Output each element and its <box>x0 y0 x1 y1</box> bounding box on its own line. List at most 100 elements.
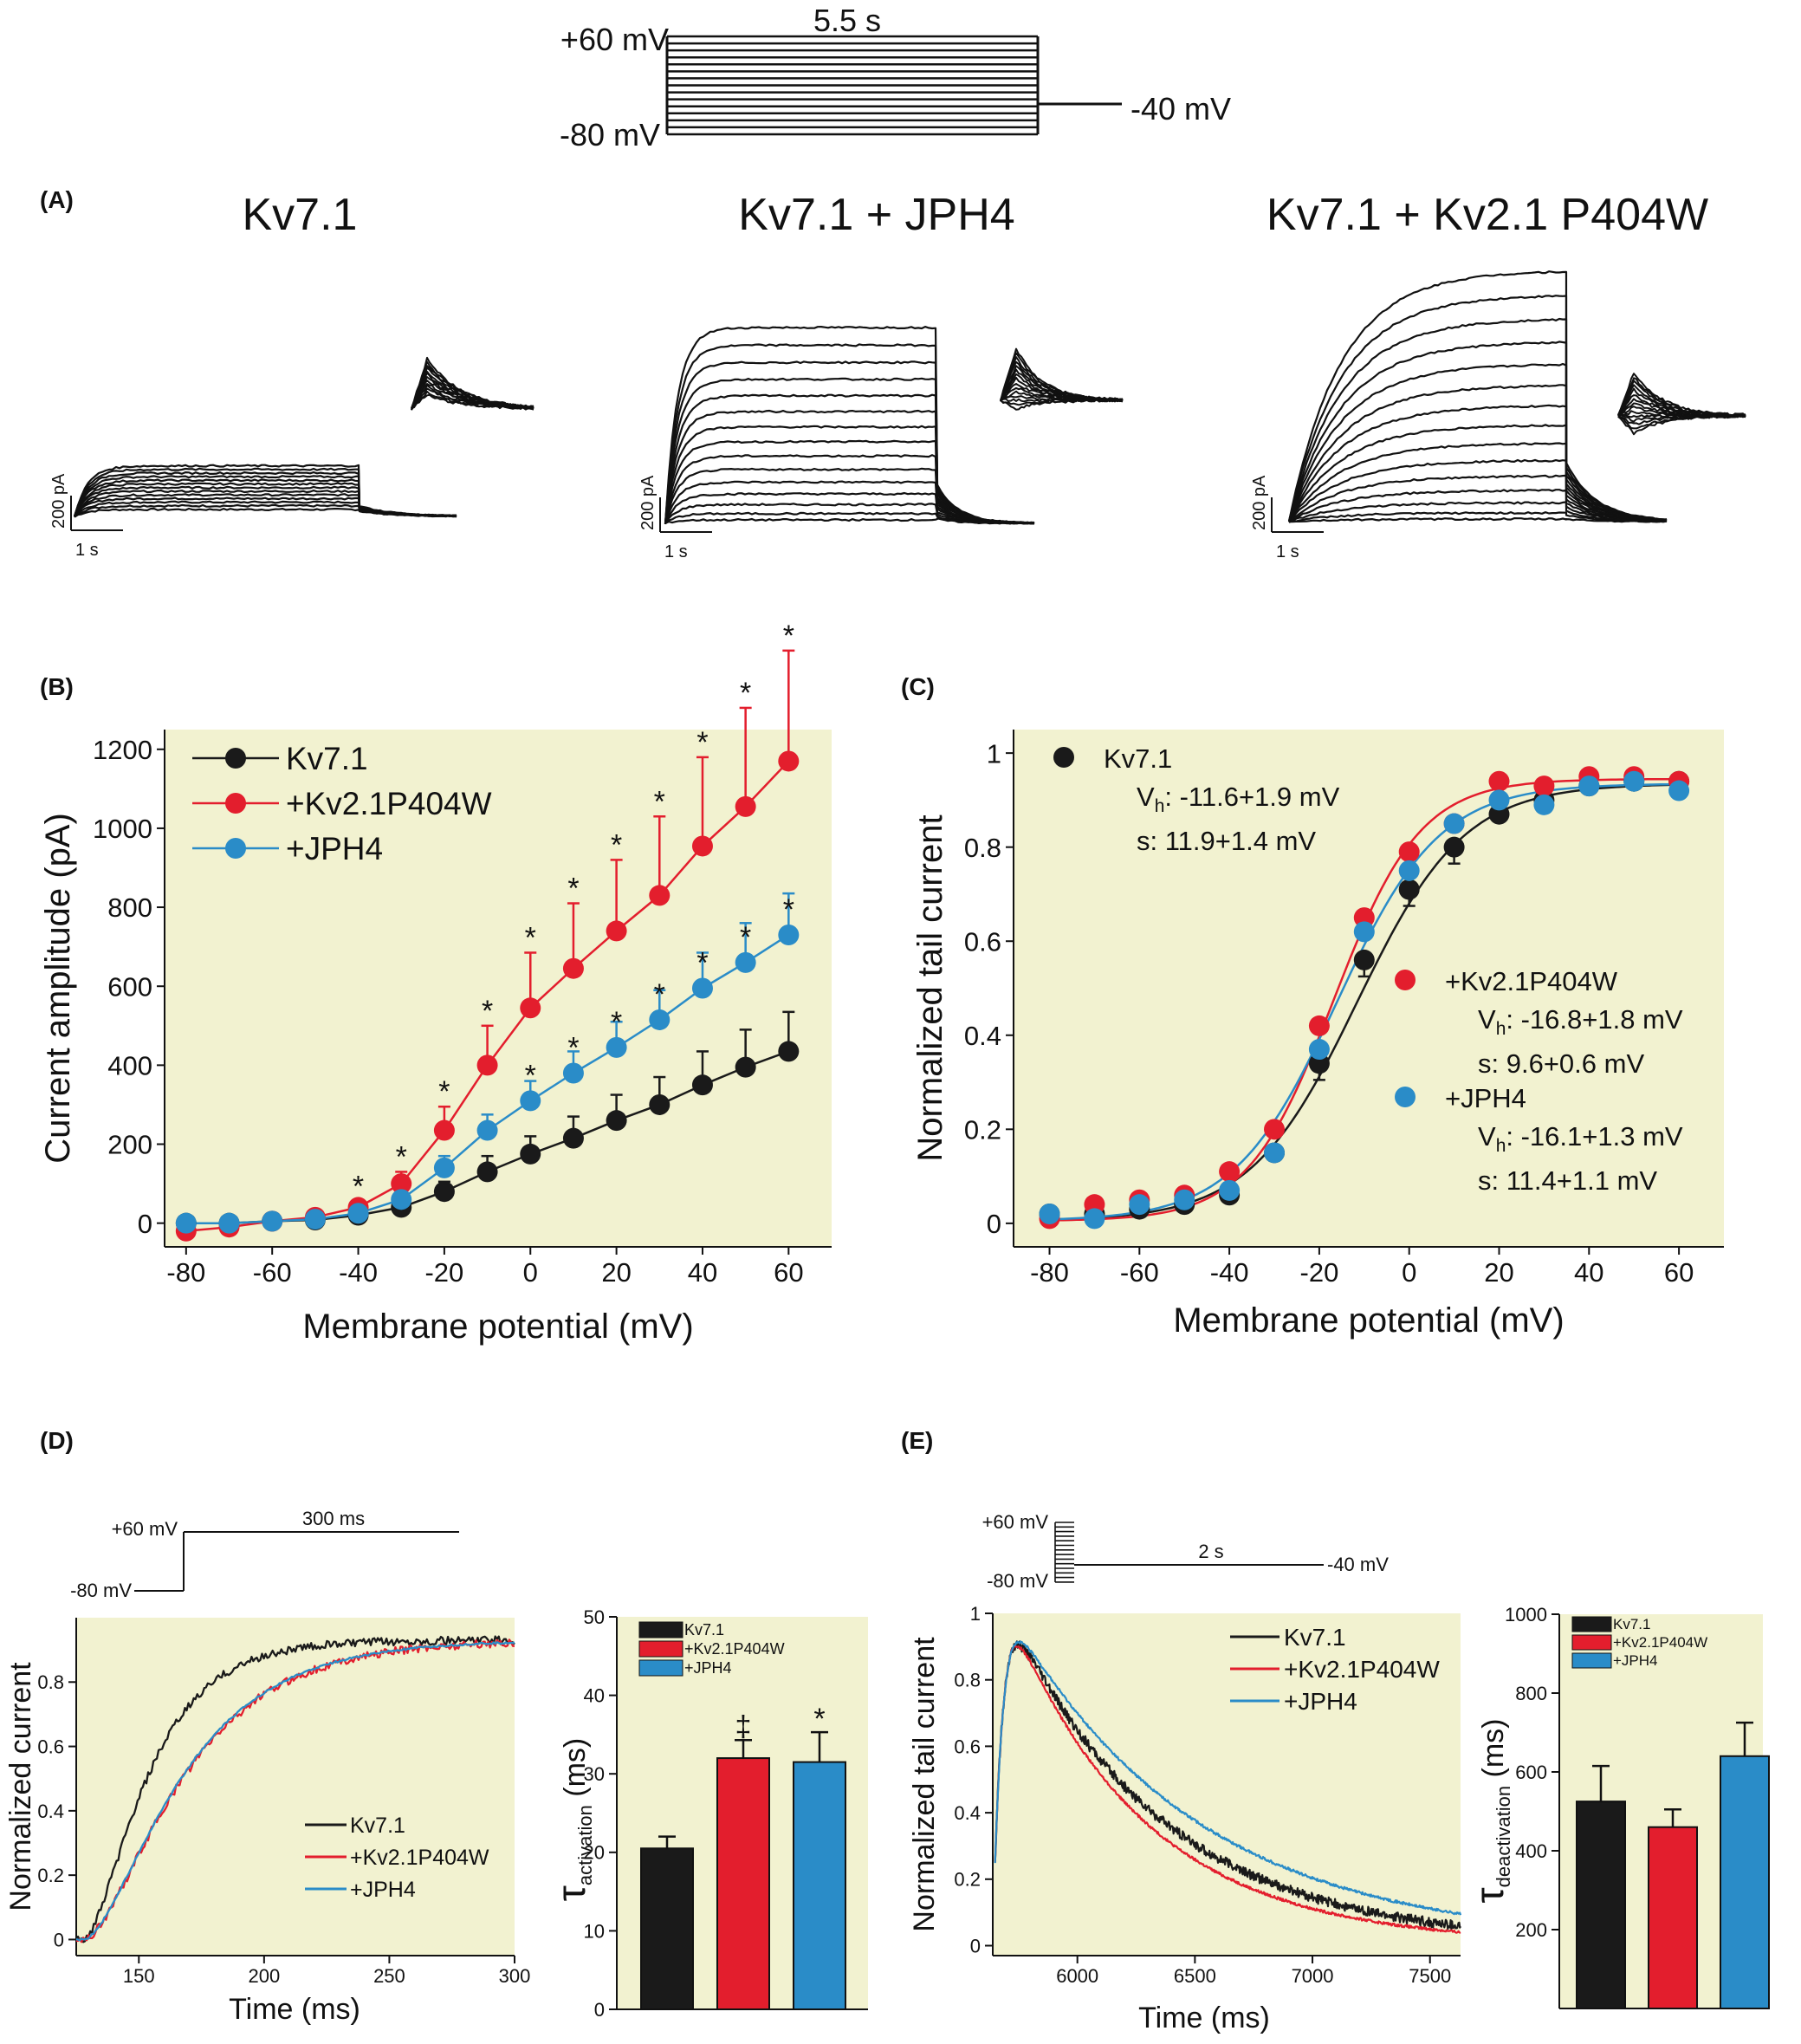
y-tick-label: 0.4 <box>954 1802 981 1824</box>
panel-label-e: (E) <box>901 1427 933 1454</box>
data-point <box>1353 949 1375 970</box>
x-tick-label: 7000 <box>1292 1965 1334 1987</box>
significance-star: * <box>654 785 665 818</box>
legend-label: +Kv2.1P404W <box>1613 1634 1707 1651</box>
legend-swatch <box>1571 1634 1612 1651</box>
significance-star: * <box>696 947 708 980</box>
legend-swatch <box>1571 1652 1612 1669</box>
scale-bar-kv71-time-label: 1 s <box>75 541 99 560</box>
bar <box>1576 1801 1626 2009</box>
protocol-v-high-label: +60 mV <box>560 22 669 57</box>
y-tick-label: 400 <box>107 1051 152 1081</box>
annotation-series-name: +JPH4 <box>1445 1083 1526 1113</box>
data-point <box>1623 770 1645 792</box>
annotation-slope: s: 11.9+1.4 mV <box>1137 826 1316 856</box>
x-tick-label: -20 <box>1300 1257 1339 1288</box>
boltzmann-fit-curve <box>1049 782 1680 1221</box>
data-point <box>391 1173 412 1195</box>
legend-label: Kv7.1 <box>1284 1624 1346 1651</box>
annotation-marker <box>1395 1087 1416 1107</box>
significance-star: * <box>783 893 794 926</box>
x-axis-label: Time (ms) <box>1138 2002 1270 2034</box>
data-point <box>476 1161 498 1183</box>
protocol-v-low-label: -80 mV <box>70 1580 132 1601</box>
y-axis-label: Normalized current <box>4 1662 37 1911</box>
x-tick-label: 0 <box>523 1257 538 1288</box>
y-tick-label: 800 <box>107 892 152 923</box>
significance-marker: * <box>813 1703 825 1736</box>
y-tick-label: 0.8 <box>954 1670 981 1691</box>
current-trace <box>1288 474 1668 523</box>
y-tick-label: 20 <box>584 1842 605 1864</box>
data-point <box>520 997 541 1019</box>
tail-current-inset-trace <box>411 356 534 409</box>
data-point <box>1488 770 1510 792</box>
y-tick-label: 0.4 <box>964 1021 1001 1051</box>
y-tick-label: 400 <box>1515 1840 1547 1862</box>
panel-c-activation-curve-chart: -80 -60 -40 -20 0 20 40 60 0 0.2 0.4 0.6 0.8 1 Membran… <box>911 730 1724 1340</box>
annotation-marker <box>1053 747 1074 768</box>
significance-star: * <box>611 1006 622 1039</box>
current-trace <box>1288 404 1668 522</box>
panel-e-deactivation-kinetics: +60 mV -80 mV -40 mV 2 s 6000 6500 7000 7500 0 0.… <box>908 1511 1770 2034</box>
y-tick-label: 30 <box>584 1763 605 1785</box>
significance-star: * <box>567 1031 579 1064</box>
significance-marker: ‡ <box>735 1710 752 1743</box>
legend-label: Kv7.1 <box>1613 1616 1650 1632</box>
bar <box>1720 1755 1770 2010</box>
significance-star: * <box>482 995 493 1028</box>
significance-star: * <box>525 921 536 954</box>
legend-label: +JPH4 <box>350 1878 416 1902</box>
x-tick-label: 250 <box>373 1965 405 1987</box>
y-tick-label: 0.6 <box>37 1736 64 1757</box>
data-point <box>1443 836 1465 858</box>
current-trace <box>664 393 1035 524</box>
significance-star: * <box>654 978 665 1011</box>
significance-star: * <box>611 828 622 861</box>
y-tick-label: 600 <box>107 971 152 1002</box>
plot-area-background <box>1014 730 1724 1247</box>
current-trace <box>73 464 457 517</box>
data-point <box>1578 775 1600 797</box>
panel-label-c: (C) <box>901 673 935 700</box>
legend-label: Kv7.1 <box>350 1814 405 1838</box>
x-tick-label: 40 <box>688 1257 717 1288</box>
tail-current-inset-trace <box>1617 373 1746 417</box>
y-tick-label: 1 <box>987 738 1001 769</box>
y-tick-label: 1000 <box>93 814 152 844</box>
tail-current-inset-trace <box>1617 380 1746 417</box>
current-trace <box>664 377 1035 524</box>
tail-current-trace <box>994 1645 1461 1934</box>
plot-area-background <box>165 730 832 1247</box>
significance-star: * <box>525 1059 536 1092</box>
legend-marker <box>225 793 246 814</box>
data-point <box>606 1110 627 1132</box>
y-tick-label: 40 <box>584 1685 605 1707</box>
current-trace <box>75 1635 515 1943</box>
data-point <box>691 1074 713 1096</box>
x-tick-label: 0 <box>1402 1257 1416 1288</box>
legend-label: +Kv2.1P404W <box>684 1640 785 1658</box>
data-point <box>735 951 756 973</box>
data-point <box>1219 1179 1241 1201</box>
voltage-protocol-top: +60 mV -80 mV -40 mV 5.5 s <box>560 3 1231 152</box>
y-tick-label: 0.6 <box>954 1736 981 1757</box>
data-point <box>1308 1039 1330 1061</box>
y-tick-label: 0.2 <box>37 1865 64 1886</box>
data-point <box>1174 1189 1195 1210</box>
bar <box>716 1757 770 2010</box>
x-tick-label: -60 <box>1120 1257 1159 1288</box>
data-point <box>691 977 713 999</box>
data-point <box>1398 841 1420 863</box>
trace-title-2: Kv7.1 + Kv2.1 P404W <box>1267 190 1708 240</box>
tail-current-inset-trace <box>1000 347 1124 402</box>
protocol-v-low-label: -80 mV <box>987 1570 1048 1592</box>
data-point <box>562 957 584 979</box>
y-tick-label: 0.6 <box>964 926 1001 957</box>
protocol-duration-label: 300 ms <box>302 1508 365 1529</box>
x-tick-label: 60 <box>774 1257 803 1288</box>
legend-label: Kv7.1 <box>286 741 368 776</box>
x-axis-label: Membrane potential (mV) <box>1173 1301 1564 1340</box>
